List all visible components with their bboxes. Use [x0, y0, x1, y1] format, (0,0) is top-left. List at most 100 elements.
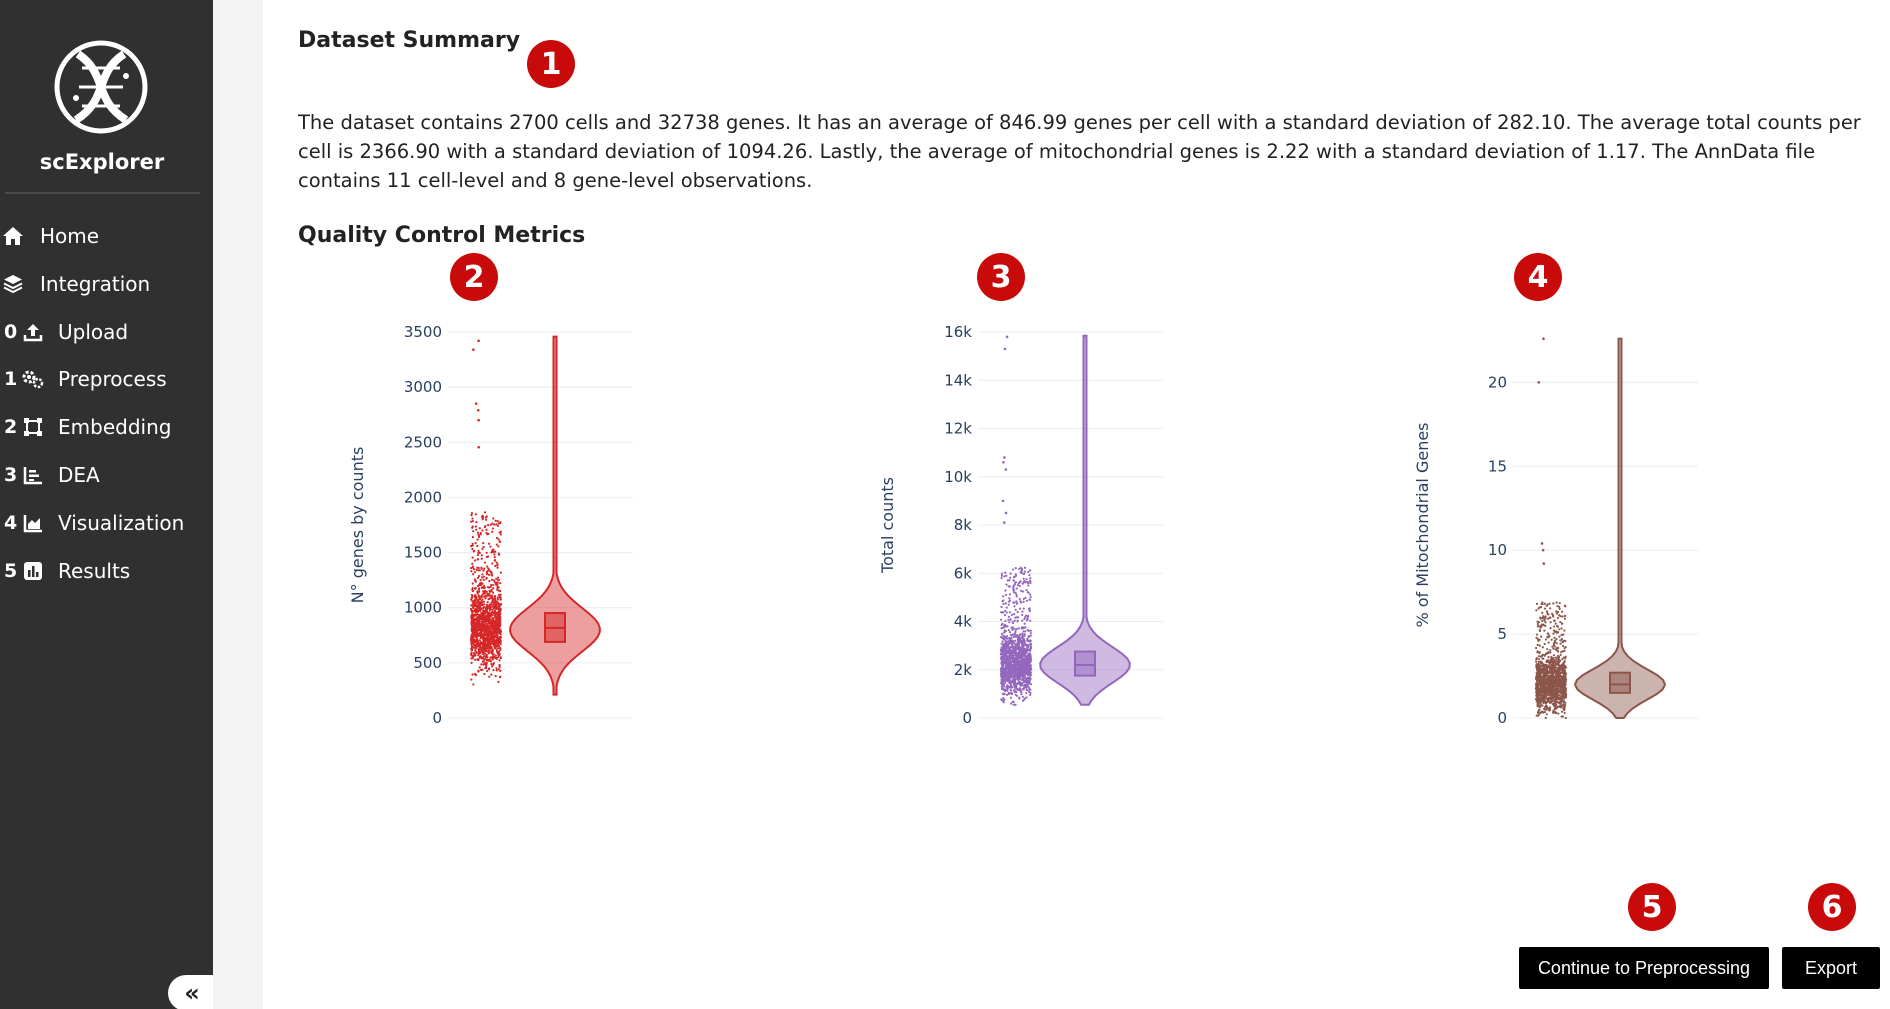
data-point: [482, 637, 485, 640]
data-point: [476, 613, 479, 616]
data-point: [1546, 672, 1549, 675]
data-point: [1013, 674, 1016, 677]
data-point: [1000, 653, 1003, 656]
sidebar-item-visualization[interactable]: 4 Visualization: [0, 505, 205, 541]
sidebar-item-preprocess[interactable]: 1 Preprocess: [0, 361, 205, 397]
data-point: [497, 522, 500, 525]
data-point: [472, 639, 475, 643]
data-point: [480, 633, 483, 637]
sidebar-item-dea[interactable]: 3 DEA: [0, 457, 205, 493]
data-point: [486, 619, 489, 622]
data-point: [471, 535, 474, 539]
data-point: [1010, 657, 1013, 660]
data-point: [498, 644, 501, 648]
data-point: [493, 602, 496, 605]
data-point: [1547, 613, 1550, 616]
data-point: [1011, 692, 1014, 696]
data-point: [1010, 636, 1013, 640]
data-point: [481, 618, 485, 621]
data-point: [481, 622, 484, 626]
data-point: [1552, 647, 1555, 650]
data-point: [1016, 644, 1019, 647]
continue-to-preprocessing-button[interactable]: Continue to Preprocessing: [1519, 947, 1769, 989]
data-point: [1012, 627, 1016, 630]
data-point: [474, 602, 478, 605]
home-icon: [2, 225, 24, 247]
data-point: [494, 656, 498, 660]
data-point: [477, 602, 481, 605]
data-point: [1023, 641, 1026, 644]
data-point: [1000, 642, 1003, 645]
data-point: [1012, 568, 1015, 571]
callout-marker-3: 3: [977, 253, 1025, 301]
data-point: [1025, 643, 1028, 646]
data-point: [1548, 663, 1551, 666]
data-point: [1021, 613, 1024, 617]
data-point: [495, 648, 498, 651]
data-point: [1024, 667, 1028, 671]
data-point: [472, 625, 476, 629]
data-point: [1556, 692, 1559, 695]
data-point: [1007, 679, 1011, 682]
data-point: [1002, 602, 1005, 605]
data-point: [488, 579, 491, 583]
data-point: [499, 618, 502, 621]
data-point: [482, 613, 485, 617]
data-point: [488, 637, 491, 640]
data-point: [487, 668, 491, 671]
data-point: [484, 663, 487, 666]
sidebar-item-integration[interactable]: Integration: [0, 266, 205, 302]
data-point: [1004, 681, 1007, 684]
data-point: [469, 636, 473, 639]
data-point: [485, 531, 488, 534]
data-point: [495, 523, 498, 526]
callout-marker-6: 6: [1808, 883, 1856, 931]
data-point: [1029, 581, 1032, 585]
data-point: [1025, 599, 1029, 602]
data-point: [1549, 661, 1553, 664]
data-point: [485, 572, 488, 575]
data-point: [488, 626, 491, 629]
export-button[interactable]: Export: [1782, 947, 1880, 989]
data-point: [1003, 660, 1006, 663]
sidebar-item-home[interactable]: Home: [0, 218, 205, 254]
data-point: [1559, 639, 1562, 642]
sidebar-item-results[interactable]: 5 Results: [0, 553, 205, 589]
data-point: [1549, 607, 1552, 610]
data-point: [1006, 676, 1010, 679]
data-point: [470, 512, 474, 515]
data-point: [1006, 684, 1009, 687]
data-point: [1559, 680, 1562, 683]
data-point: [1021, 632, 1024, 635]
data-point: [1564, 673, 1567, 676]
data-point: [1022, 597, 1025, 600]
data-point: [1016, 655, 1019, 658]
data-point: [482, 615, 485, 618]
data-point: [1014, 671, 1017, 674]
data-point: [472, 550, 475, 553]
data-point: [1548, 616, 1551, 619]
data-point: [1554, 656, 1557, 659]
data-point: [1025, 658, 1028, 661]
data-point: [479, 617, 482, 620]
y-tick-label: 10: [1488, 541, 1507, 559]
data-point: [482, 575, 485, 578]
data-point: [474, 513, 477, 516]
outlier-point: [1002, 460, 1005, 464]
collapse-sidebar-button[interactable]: «: [168, 975, 216, 1009]
sidebar-item-upload[interactable]: 0 Upload: [0, 314, 205, 350]
data-point: [1550, 686, 1554, 689]
data-point: [1536, 714, 1540, 717]
data-point: [1028, 686, 1031, 690]
data-point: [489, 656, 492, 659]
data-point: [471, 556, 474, 559]
data-point: [1018, 652, 1021, 655]
data-point: [491, 562, 494, 565]
data-point: [1552, 654, 1555, 657]
sidebar-item-embedding[interactable]: 2 Embedding: [0, 409, 205, 445]
data-point: [1547, 692, 1551, 695]
data-point: [477, 605, 481, 608]
data-point: [1029, 619, 1032, 622]
data-point: [489, 595, 493, 598]
data-point: [1535, 666, 1538, 670]
